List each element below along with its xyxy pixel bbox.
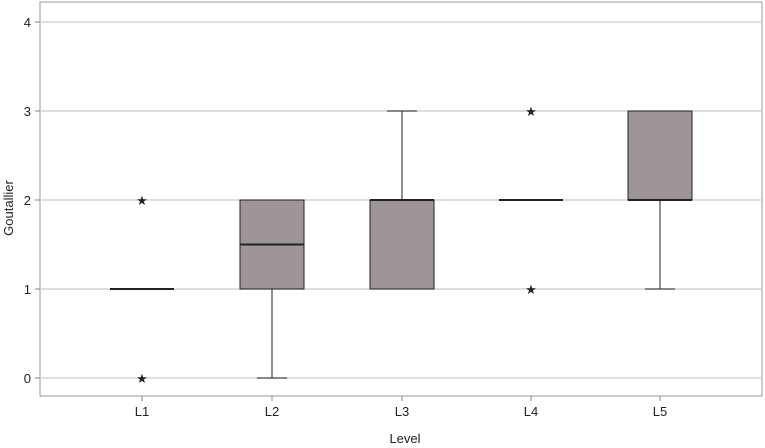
outlier-star-L4-1: ★: [525, 283, 537, 298]
box-L3: [369, 110, 435, 290]
x-axis-ticks: L1 L2 L3 L4 L5: [135, 396, 667, 419]
box-L2: [239, 199, 305, 379]
x-tick-label-L3: L3: [395, 404, 409, 419]
x-axis-title: Level: [389, 431, 420, 446]
box-L4: ★★: [499, 105, 563, 298]
y-tick-label-4: 4: [24, 15, 31, 30]
outlier-star-L1-0: ★: [136, 372, 148, 387]
x-tick-label-L1: L1: [135, 404, 149, 419]
x-tick-label-L2: L2: [265, 404, 279, 419]
outlier-star-L1-2: ★: [136, 194, 148, 209]
y-tick-label-2: 2: [24, 193, 31, 208]
y-axis-title: Goutallier: [1, 180, 16, 236]
x-tick-label-L5: L5: [653, 404, 667, 419]
y-axis-ticks: 0 1 2 3 4: [24, 15, 40, 386]
y-tick-label-3: 3: [24, 104, 31, 119]
box-L5: [627, 110, 693, 290]
box-iqr-L5: [627, 110, 693, 201]
box-L1: ★★: [110, 194, 174, 387]
outlier-star-L4-3: ★: [525, 105, 537, 120]
y-tick-label-1: 1: [24, 282, 31, 297]
y-tick-label-0: 0: [24, 371, 31, 386]
x-tick-label-L4: L4: [524, 404, 538, 419]
box-iqr-L3: [369, 199, 435, 290]
boxes-layer: ★★★★: [110, 105, 693, 387]
